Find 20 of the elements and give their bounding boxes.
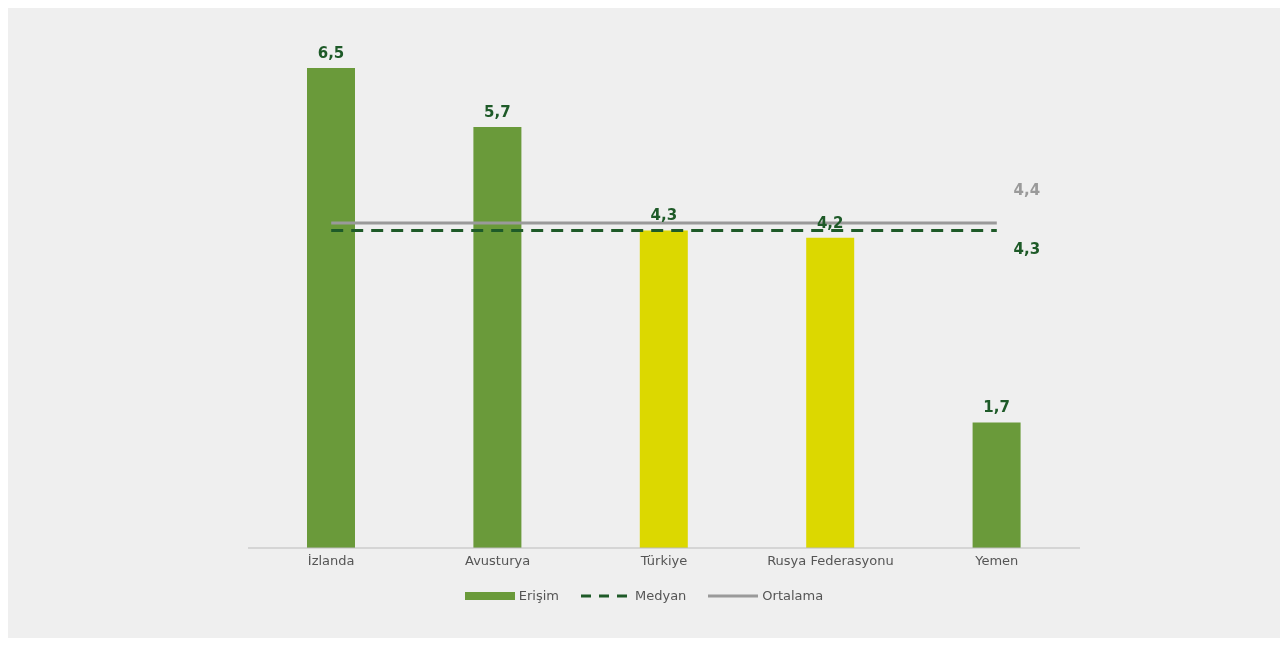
data-label: 4,3 bbox=[650, 206, 678, 225]
data-label: 1,7 bbox=[983, 398, 1010, 417]
data-label: 6,5 bbox=[317, 44, 345, 62]
bar bbox=[639, 230, 688, 548]
bar bbox=[473, 127, 522, 548]
x-tick-label: Avusturya bbox=[465, 553, 531, 569]
bar bbox=[806, 237, 855, 548]
x-tick-label: Türkiye bbox=[639, 553, 688, 569]
legend-label: Medyan bbox=[634, 588, 687, 603]
data-label: 4,4 bbox=[1013, 181, 1041, 200]
x-tick-label: Rusya Federasyonu bbox=[767, 553, 894, 569]
bar bbox=[307, 68, 355, 548]
data-label: 4,3 bbox=[1013, 240, 1041, 259]
x-tick-label: Yemen bbox=[974, 553, 1019, 569]
data-label: 4,2 bbox=[816, 213, 844, 232]
legend-label: Ortalama bbox=[762, 588, 824, 603]
data-label: 5,7 bbox=[484, 103, 511, 122]
legend-label: Erişim bbox=[518, 588, 559, 603]
x-tick-label: İzlanda bbox=[307, 553, 355, 569]
bar bbox=[972, 422, 1021, 548]
